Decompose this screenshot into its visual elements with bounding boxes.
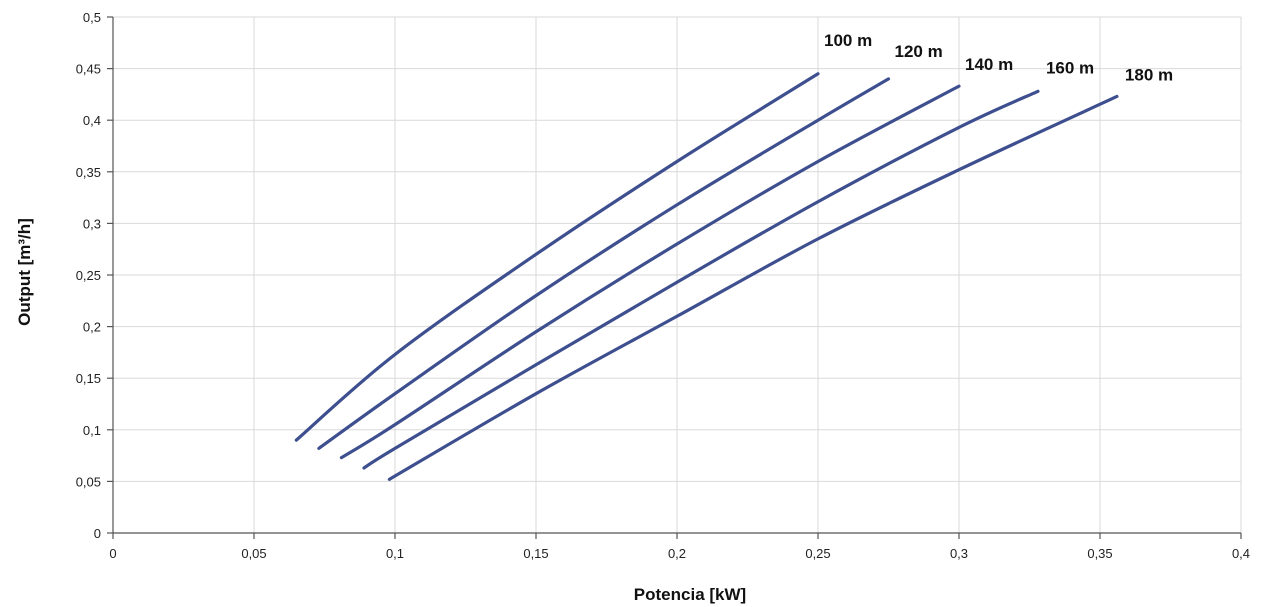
- y-tick-label: 0,5: [83, 10, 101, 25]
- x-tick-label: 0,25: [805, 546, 830, 561]
- x-tick-labels: 0 0,05 0,1 0,15 0,2 0,25 0,3 0,35 0,4: [109, 546, 1250, 561]
- x-tick-label: 0,1: [386, 546, 404, 561]
- x-tick-label: 0,05: [241, 546, 266, 561]
- y-tick-labels: 0 0,05 0,1 0,15 0,2 0,25 0,3 0,35 0,4 0,45 0,5: [76, 10, 101, 541]
- x-tick-label: 0,4: [1232, 546, 1250, 561]
- series-lines: [294, 72, 1119, 481]
- y-tick-label: 0,05: [76, 474, 101, 489]
- y-tick-label: 0,35: [76, 165, 101, 180]
- x-tick-label: 0,3: [950, 546, 968, 561]
- series-line-140m: [339, 84, 961, 460]
- y-tick-label: 0,4: [83, 113, 101, 128]
- series-label: 140 m: [965, 55, 1013, 74]
- series-line-160m: [362, 89, 1040, 470]
- series-label: 120 m: [895, 42, 943, 61]
- series-labels: 100 m 120 m 140 m 160 m 180 m: [824, 31, 1173, 85]
- series-label: 180 m: [1125, 65, 1173, 84]
- y-tick-label: 0,25: [76, 268, 101, 283]
- y-tick-label: 0,15: [76, 371, 101, 386]
- axes: [107, 16, 1242, 539]
- y-tick-label: 0,1: [83, 423, 101, 438]
- x-tick-label: 0,2: [668, 546, 686, 561]
- series-line-180m: [387, 94, 1119, 481]
- y-tick-label: 0,45: [76, 62, 101, 77]
- y-axis-title: Output [m³/h]: [15, 218, 34, 326]
- y-tick-label: 0: [94, 526, 101, 541]
- y-tick-label: 0,2: [83, 320, 101, 335]
- x-tick-label: 0,15: [523, 546, 548, 561]
- series-line-120m: [317, 77, 891, 450]
- x-axis-title: Potencia [kW]: [634, 585, 746, 604]
- x-tick-label: 0: [109, 546, 116, 561]
- series-label: 160 m: [1046, 58, 1094, 77]
- x-tick-label: 0,35: [1087, 546, 1112, 561]
- series-label: 100 m: [824, 31, 872, 50]
- series-line-100m: [294, 72, 820, 442]
- grid-lines: [113, 16, 1242, 533]
- y-tick-label: 0,3: [83, 216, 101, 231]
